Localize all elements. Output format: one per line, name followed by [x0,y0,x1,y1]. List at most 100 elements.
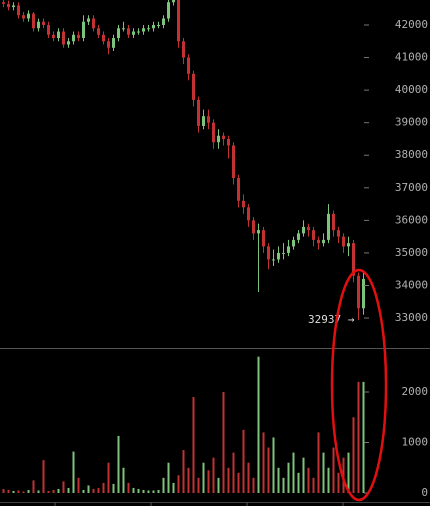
y-tick-label: 33000 [395,311,428,324]
candle-body [92,18,95,29]
x-ticks [54,502,344,506]
volume-bar [167,462,170,493]
volume-bar [242,429,245,493]
volume-bar [267,447,270,493]
volume-bar [277,467,280,493]
candle-body [192,73,195,100]
candle-body [22,15,25,19]
y-tick-label: 40000 [395,83,428,96]
candle-body [292,239,295,247]
candle-body [332,213,335,231]
volume-bar [257,356,260,493]
volume-bar [317,432,320,493]
volume-bar [77,477,80,493]
candle-body [112,38,115,48]
volume-bar [327,467,330,493]
candle-body [152,25,155,29]
volume-bar [292,452,295,493]
candle-body [267,246,270,260]
volume-bar [332,447,335,493]
price-panel [2,0,365,321]
candle-body [137,31,140,33]
volume-bar [42,460,45,493]
volume-bar [247,462,250,493]
volume-bar [177,475,180,493]
y-tick-label: 35000 [395,246,428,259]
volume-bar [107,462,110,493]
candle-body [7,3,10,8]
candle-body [32,13,35,29]
volume-bar [172,482,175,493]
volume-bar [57,488,60,493]
candle-body [272,259,275,261]
candle-body [87,18,90,22]
candle-body [287,246,290,253]
volume-bar [262,432,265,493]
annotation: 32937 → [308,313,355,326]
candle-body [217,135,220,143]
volume-bar [67,487,70,493]
candle-body [262,230,265,247]
candle-body [327,213,330,240]
volume-bar [147,490,150,493]
volume-bar [182,450,185,493]
candle-body [147,28,150,30]
candle-body [167,2,170,19]
volume-bar [272,437,275,493]
volume-bar [222,391,225,493]
candle-body [107,41,110,48]
candle-body [102,34,105,42]
volume-bar [352,417,355,493]
candle-body [322,239,325,244]
volume-bar [287,462,290,493]
y-tick-label: 0 [421,486,428,499]
candle-body [47,25,50,35]
y-tick-label: 41000 [395,51,428,64]
volume-bar [282,477,285,493]
y-tick-label: 34000 [395,278,428,291]
volume-bar [117,435,120,493]
candle-body [202,116,205,126]
candle-body [142,28,145,32]
candle-body [362,278,365,309]
volume-bar [27,489,30,493]
candle-body [17,5,20,16]
volume-bar [2,488,5,493]
volume-bar [152,490,155,493]
candle-body [97,28,100,35]
candle-body [302,226,305,234]
y-tick-label: 39000 [395,116,428,129]
volume-bar [162,477,165,493]
candle-body [337,230,340,237]
candle-body [282,252,285,254]
candle-body [232,145,235,179]
candle-body [257,230,260,234]
candle-body [122,28,125,30]
candle-body [162,18,165,26]
volume-bar [137,488,140,493]
volume-bar [312,477,315,493]
candle-body [12,5,15,8]
candle-body [127,28,130,35]
candle-body [52,34,55,39]
volume-bar [202,462,205,493]
volume-bar [297,472,300,493]
candle-body [27,13,30,19]
volume-bar [347,452,350,493]
candle-body [357,275,360,309]
volume-bar [102,482,105,493]
volume-bar [127,482,130,493]
candle-body [157,25,160,27]
volume-bar [87,485,90,493]
volume-panel [2,356,365,493]
candle-body [237,178,240,201]
volume-bar [62,481,65,493]
volume-bar [187,467,190,493]
volume-bar [32,480,35,493]
candle-body [207,116,210,123]
candle-body [42,21,45,26]
volume-bar [252,477,255,493]
volume-bar [17,490,20,493]
candle-body [117,28,120,39]
